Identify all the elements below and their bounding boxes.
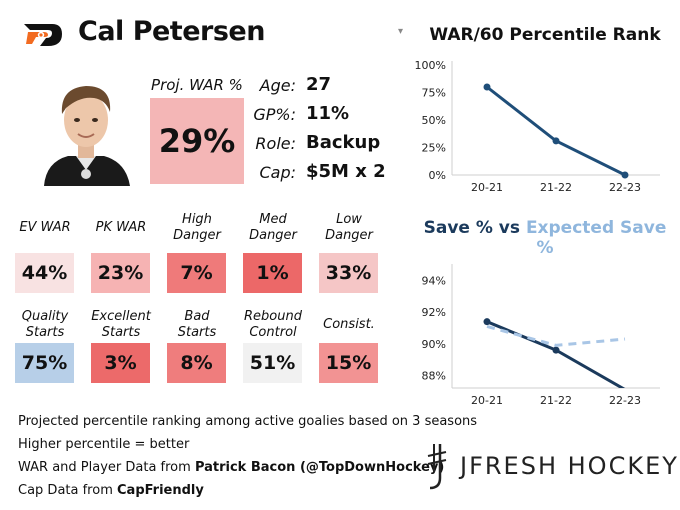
war60-percentile-chart: 0% 25% 50% 75% 100% 20-21 21-22 22-23 [415,59,660,194]
x-tick-label: 20-21 [471,181,503,194]
stat-label: Med Danger [233,212,313,244]
stat-label-line: Danger [173,228,221,243]
stat-label-line: Control [249,325,297,340]
y-tick-label: 88% [422,369,446,382]
stat-value-box: 1% [243,253,302,293]
series-point-1 [552,346,560,354]
series-point-1 [483,318,491,326]
footer-source-war-prefix: WAR and Player Data from [18,460,195,475]
footer-note-1: Projected percentile ranking among activ… [18,414,478,429]
stat-label-line: Consist. [323,317,375,332]
x-tick-label: 20-21 [471,394,503,407]
x-tick-label: 21-22 [540,394,572,407]
stat-label: High Danger [157,212,237,244]
x-tick-label: 22-23 [609,394,641,407]
stat-label-line: Danger [325,228,373,243]
bio-role-label: Role: [255,134,296,153]
footer-source-war-name: Patrick Bacon (@TopDownHockey) [194,460,445,475]
player-headshot-image [40,70,132,186]
series-point-1 [621,171,629,179]
y-tick-label: 92% [422,306,446,319]
chart2-title-part-xsave: Expected Save % [525,218,667,258]
y-tick-label: 75% [422,87,446,100]
stat-value-box: 75% [15,343,74,383]
stat-label-line: Starts [25,325,65,340]
chart2-title-part-save: Save % [423,218,493,238]
stat-label-line: Med [259,212,287,227]
stat-label-line: Starts [101,325,141,340]
save-pct-chart: 88% 90% 92% 94% 20-21 21-22 22-23 [422,264,660,407]
y-tick-label: 25% [422,142,446,155]
series-point-1 [552,137,560,145]
stat-value-box: 51% [243,343,302,383]
stat-label: Bad Starts [157,309,237,341]
player-name: Cal Petersen [78,16,265,47]
y-tick-label: 50% [422,114,446,127]
footer-note-2: Higher percentile = better [18,437,190,452]
y-tick-label: 100% [415,59,446,72]
stat-value-box: 15% [319,343,378,383]
stat-label: Quality Starts [5,309,85,341]
stat-label-line: PK WAR [95,220,147,235]
stat-value-box: 8% [167,343,226,383]
stat-label-line: Starts [177,325,217,340]
stat-label: Consist. [309,317,389,333]
stat-label-line: Bad [184,309,210,324]
flyers-logo-icon [24,24,62,46]
series-line-1 [486,85,626,175]
y-tick-label: 0% [429,169,446,182]
dropdown-arrow-icon[interactable]: ▾ [398,26,404,37]
bio-role-value: Backup [306,132,381,153]
series-line-2 [486,324,626,347]
stat-value-box: 23% [91,253,150,293]
chart1-title: WAR/60 Percentile Rank [429,25,661,45]
bio-age-value: 27 [306,74,332,95]
y-tick-label: 94% [422,275,446,288]
stat-value-box: 44% [15,253,74,293]
bio-gp-label: GP%: [253,105,296,124]
stat-label: Rebound Control [233,309,313,341]
chart2-title: Save % vs Expected Save % [420,218,670,258]
stat-label: Low Danger [309,212,389,244]
footer-source-cap-prefix: Cap Data from [18,483,117,498]
stat-value-box: 3% [91,343,150,383]
stat-label-line: EV WAR [19,220,71,235]
x-tick-label: 21-22 [540,181,572,194]
stat-label-line: Excellent [91,309,151,324]
footer-source-war: WAR and Player Data from Patrick Bacon (… [18,460,444,475]
chart2-title-part-vs: vs [492,218,526,238]
stat-label: Excellent Starts [81,309,161,341]
stat-value-box: 7% [167,253,226,293]
stat-label-line: Danger [249,228,297,243]
x-tick-label: 22-23 [609,181,641,194]
stat-label-line: Quality [21,309,69,324]
footer-source-cap-name: CapFriendly [117,483,204,498]
stat-label: PK WAR [81,220,161,236]
y-tick-label: 90% [422,338,446,351]
stat-value-box: 33% [319,253,378,293]
bio-cap-value: $5M x 2 [306,161,386,182]
stat-label-line: Rebound [244,309,302,324]
stat-label-line: High [182,212,212,227]
footer-source-cap: Cap Data from CapFriendly [18,483,204,498]
proj-war-value: 29% [150,98,244,184]
bio-cap-label: Cap: [259,163,296,182]
brand-wordmark: JFRESH HOCKEY [460,452,679,480]
stat-label-line: Low [336,212,362,227]
bio-gp-value: 11% [306,103,350,124]
proj-war-label: Proj. WAR % [151,76,243,94]
jfresh-logo-mark-icon [427,444,447,490]
stat-label: EV WAR [5,220,85,236]
bio-age-label: Age: [259,76,296,95]
series-point-1 [483,83,491,91]
